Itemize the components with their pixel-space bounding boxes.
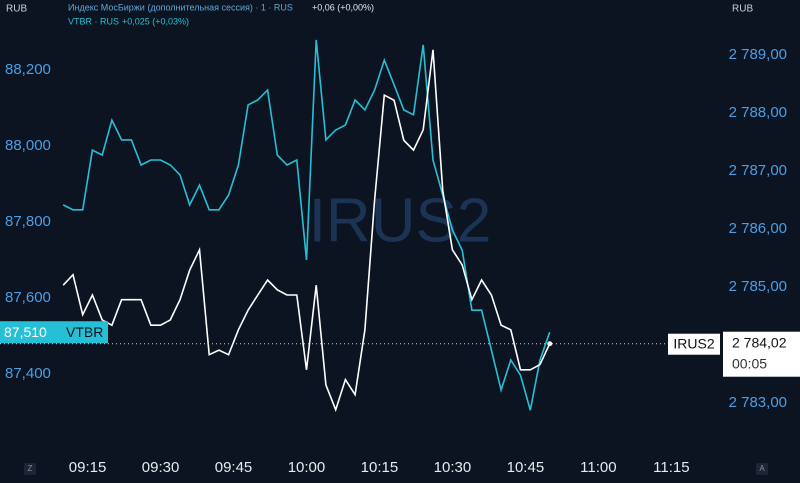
- x-tick-label: 10:00: [288, 459, 326, 476]
- y2-tick-label: 2 786,00: [729, 220, 787, 237]
- x-tick-label: 09:30: [142, 459, 180, 476]
- currency-box: [0, 0, 56, 18]
- y-tick-label: 87,400: [5, 365, 51, 382]
- y2-tick-label: 2 788,00: [729, 104, 787, 121]
- y-tick-label: 88,000: [5, 137, 51, 154]
- price-label: 2 784,02: [732, 334, 787, 350]
- x-tick-label: 11:00: [580, 459, 616, 476]
- y2-tick-label: 2 789,00: [729, 46, 787, 63]
- y2-tick-label: 2 787,00: [729, 162, 787, 179]
- y-tick-label: 87,600: [5, 289, 51, 306]
- currency-left: RUB: [6, 4, 27, 15]
- price-box: [723, 331, 800, 377]
- x-tick-label: 10:15: [361, 459, 399, 476]
- watermark: IRUS2: [309, 186, 492, 255]
- y-tick-label: 87,800: [5, 213, 51, 230]
- x-tick-label: 11:15: [653, 459, 689, 476]
- x-tick-label: 09:15: [69, 459, 107, 476]
- series-tag: VTBR: [66, 324, 103, 340]
- a-icon[interactable]: [756, 463, 768, 475]
- legend-change: +0,025 (+0,03%): [122, 16, 189, 26]
- x-tick-label: 10:45: [507, 459, 545, 476]
- last-point: [547, 341, 553, 347]
- legend: Индекс МосБиржи (дополнительная сессия) …: [68, 2, 374, 26]
- currency-right: RUB: [732, 4, 753, 15]
- x-tick-label: 10:30: [434, 459, 472, 476]
- z-icon[interactable]: [24, 463, 36, 475]
- vtbr-box: [0, 321, 108, 344]
- y-tick-label: 88,200: [5, 61, 51, 78]
- legend-name: Индекс МосБиржи (дополнительная сессия) …: [68, 2, 293, 12]
- tag-box: [668, 333, 720, 355]
- z-icon-text: Z: [28, 464, 33, 473]
- y2-tick-label: 2 783,00: [729, 394, 787, 411]
- series-line: [62, 49, 551, 413]
- legend-name: VTBR · RUS: [68, 16, 119, 26]
- y2-tick-label: 2 785,00: [729, 278, 787, 295]
- countdown: 00:05: [732, 355, 767, 371]
- price-label: 87,510: [4, 324, 47, 340]
- a-icon-text: A: [759, 464, 765, 473]
- series-tag: IRUS2: [673, 335, 714, 351]
- x-tick-label: 09:45: [215, 459, 253, 476]
- legend-change: +0,06 (+0,00%): [312, 2, 374, 12]
